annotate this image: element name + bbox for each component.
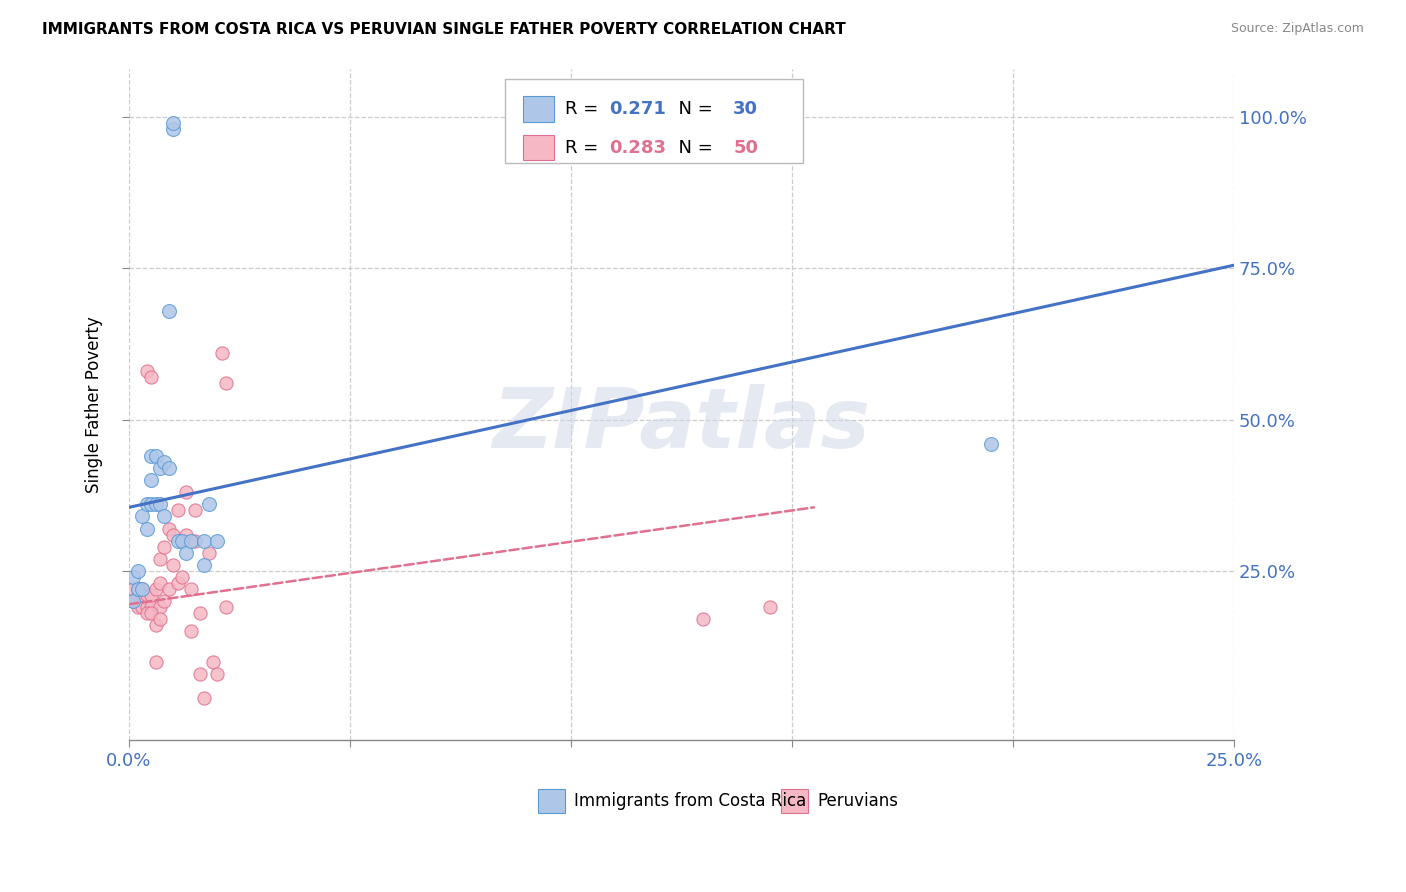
- Point: [162, 558, 184, 572]
- Point: [135, 607, 157, 621]
- Point: [170, 533, 193, 548]
- Point: [193, 558, 215, 572]
- Point: [135, 600, 157, 615]
- Point: [980, 437, 1002, 451]
- Point: [149, 576, 172, 591]
- Point: [176, 485, 198, 500]
- Point: [131, 600, 153, 615]
- Point: [139, 370, 162, 384]
- Text: R =: R =: [565, 100, 605, 118]
- Text: 30: 30: [734, 100, 758, 118]
- Point: [145, 618, 167, 632]
- Point: [127, 582, 149, 596]
- Point: [176, 527, 198, 541]
- Point: [170, 570, 193, 584]
- FancyBboxPatch shape: [780, 789, 808, 813]
- Point: [149, 600, 172, 615]
- Point: [131, 582, 153, 596]
- Point: [157, 303, 180, 318]
- Point: [149, 612, 172, 626]
- FancyBboxPatch shape: [537, 789, 565, 813]
- Point: [157, 582, 180, 596]
- Point: [162, 116, 184, 130]
- Text: ZIPatlas: ZIPatlas: [492, 384, 870, 465]
- Text: Peruvians: Peruvians: [817, 792, 898, 810]
- Point: [197, 546, 219, 560]
- Point: [149, 461, 172, 475]
- Point: [149, 497, 172, 511]
- FancyBboxPatch shape: [523, 135, 554, 161]
- Point: [145, 497, 167, 511]
- Text: N =: N =: [666, 100, 718, 118]
- Point: [188, 607, 211, 621]
- Point: [692, 612, 714, 626]
- Point: [122, 582, 145, 596]
- Point: [127, 564, 149, 578]
- Point: [180, 533, 202, 548]
- Point: [131, 509, 153, 524]
- Text: IMMIGRANTS FROM COSTA RICA VS PERUVIAN SINGLE FATHER POVERTY CORRELATION CHART: IMMIGRANTS FROM COSTA RICA VS PERUVIAN S…: [42, 22, 846, 37]
- Point: [166, 576, 188, 591]
- Point: [122, 594, 145, 608]
- Point: [122, 570, 145, 584]
- Point: [127, 588, 149, 602]
- Point: [139, 473, 162, 487]
- Point: [215, 376, 238, 391]
- Point: [180, 624, 202, 639]
- Point: [193, 691, 215, 706]
- Point: [201, 655, 224, 669]
- Point: [145, 655, 167, 669]
- Point: [758, 600, 780, 615]
- Point: [135, 364, 157, 378]
- Text: 0.283: 0.283: [610, 138, 666, 157]
- Point: [184, 503, 207, 517]
- Text: N =: N =: [666, 138, 718, 157]
- Point: [157, 522, 180, 536]
- Point: [145, 449, 167, 463]
- Point: [211, 346, 233, 360]
- Point: [162, 122, 184, 136]
- Point: [162, 527, 184, 541]
- Point: [139, 588, 162, 602]
- Point: [131, 588, 153, 602]
- Point: [153, 540, 176, 554]
- Point: [122, 594, 145, 608]
- Point: [215, 600, 238, 615]
- Point: [188, 666, 211, 681]
- Text: Immigrants from Costa Rica: Immigrants from Costa Rica: [574, 792, 807, 810]
- Point: [135, 497, 157, 511]
- Y-axis label: Single Father Poverty: Single Father Poverty: [86, 316, 103, 492]
- Point: [166, 503, 188, 517]
- Point: [139, 449, 162, 463]
- Point: [135, 588, 157, 602]
- Point: [184, 533, 207, 548]
- Point: [180, 582, 202, 596]
- Point: [193, 533, 215, 548]
- Point: [153, 594, 176, 608]
- Point: [139, 497, 162, 511]
- Point: [153, 455, 176, 469]
- Point: [176, 546, 198, 560]
- Point: [139, 600, 162, 615]
- Point: [127, 600, 149, 615]
- Point: [157, 461, 180, 475]
- Point: [149, 551, 172, 566]
- Point: [127, 582, 149, 596]
- Point: [153, 509, 176, 524]
- Point: [139, 607, 162, 621]
- FancyBboxPatch shape: [523, 96, 554, 122]
- FancyBboxPatch shape: [505, 78, 803, 162]
- Text: Source: ZipAtlas.com: Source: ZipAtlas.com: [1230, 22, 1364, 36]
- Point: [131, 582, 153, 596]
- Point: [207, 666, 229, 681]
- Text: 50: 50: [734, 138, 758, 157]
- Text: R =: R =: [565, 138, 605, 157]
- Point: [166, 533, 188, 548]
- Point: [135, 522, 157, 536]
- Point: [207, 533, 229, 548]
- Point: [170, 533, 193, 548]
- Text: 0.271: 0.271: [610, 100, 666, 118]
- Point: [197, 497, 219, 511]
- Point: [145, 582, 167, 596]
